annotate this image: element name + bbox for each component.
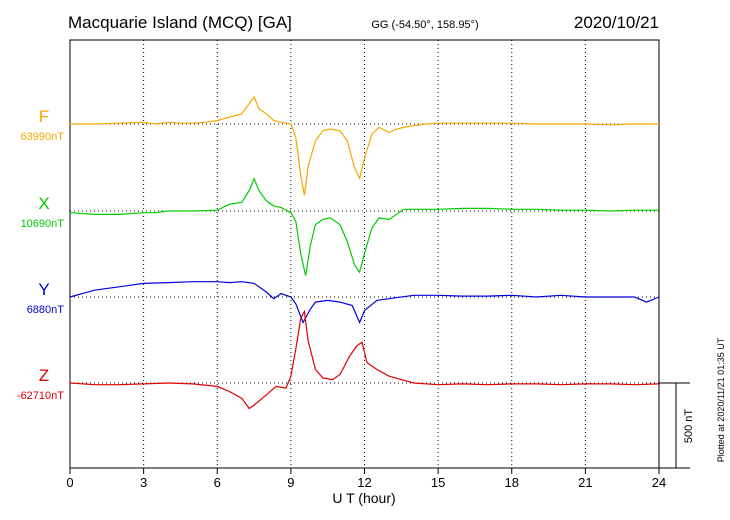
station-title: Macquarie Island (MCQ) [GA]	[68, 13, 292, 32]
series-lines	[69, 95, 660, 410]
x-tick-label-21: 21	[578, 475, 592, 490]
series-line-x	[69, 177, 659, 276]
date-label: 2020/10/21	[574, 13, 659, 32]
x-tick-label-9: 9	[287, 475, 294, 490]
series-name-x: X	[38, 194, 49, 213]
x-tick-label-6: 6	[214, 475, 221, 490]
series-line-z	[69, 309, 660, 410]
series-labels: F 63990nT X 10690nT Y 6880nT Z -62710nT	[17, 107, 64, 402]
coordinates-label: GG (-54.50°, 158.95°)	[371, 19, 478, 31]
series-baseline-f: 63990nT	[21, 131, 65, 143]
series-baseline-z: -62710nT	[17, 390, 64, 402]
series-baseline-x: 10690nT	[21, 218, 65, 230]
x-tick-label-18: 18	[505, 475, 519, 490]
x-axis-label: U T (hour)	[332, 490, 395, 506]
plotted-timestamp: Plotted at 2020/11/21 01:35 UT	[716, 337, 726, 462]
series-name-y: Y	[38, 280, 49, 299]
x-tick-label-24: 24	[652, 475, 666, 490]
series-line-y	[69, 281, 660, 325]
x-tick-label-12: 12	[357, 475, 371, 490]
series-name-f: F	[39, 107, 49, 126]
series-baseline-y: 6880nT	[27, 304, 65, 316]
grid-lines	[143, 40, 586, 468]
x-tick-label-3: 3	[140, 475, 147, 490]
x-axis-ticks: 0 3 6 9 12 15 18 21 24	[66, 468, 666, 490]
series-name-z: Z	[39, 366, 49, 385]
x-tick-label-0: 0	[66, 475, 73, 490]
scale-bar-label: 500 nT	[683, 409, 695, 444]
series-line-f	[70, 95, 659, 196]
x-tick-label-15: 15	[431, 475, 445, 490]
